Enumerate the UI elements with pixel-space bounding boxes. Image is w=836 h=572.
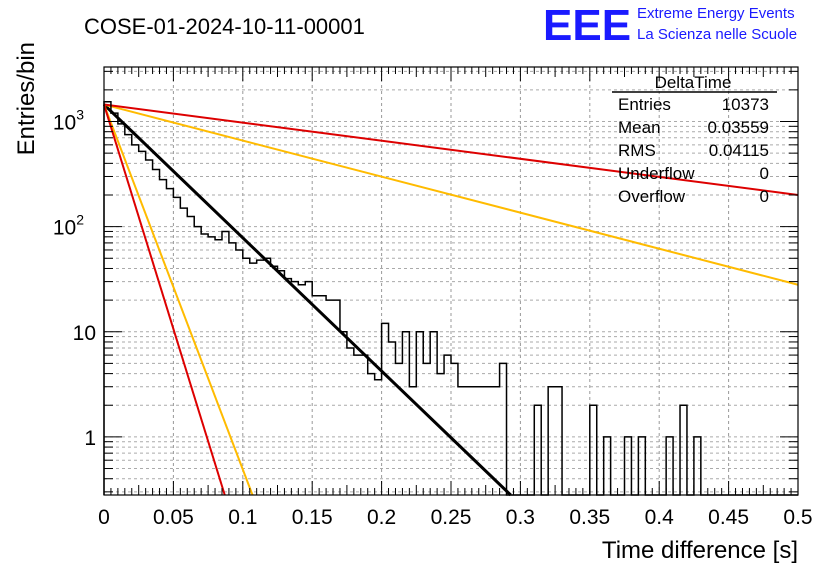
x-tick-labels: 0 0.05 0.1 0.15 0.2 0.25 0.3 0.35 0.4 0.45 0.5: [98, 506, 812, 529]
axis-ticks: [103, 67, 799, 495]
logo-line-2: La Scienza nelle Scuole: [637, 26, 797, 43]
stats-box: DeltaTime Entries 10373 Mean 0.03559 RMS 0.04…: [612, 73, 777, 206]
fit-curves: [102, 103, 799, 497]
x-tick-label: 0.1: [228, 506, 257, 529]
stats-label: Overflow: [618, 187, 686, 206]
x-tick-label: 0.35: [569, 506, 610, 529]
histogram-series: [103, 101, 798, 496]
fit-line-3: [103, 103, 799, 196]
fit-line-4: [103, 104, 226, 496]
grid: [104, 67, 798, 495]
x-tick-label: 0.45: [708, 506, 749, 529]
y-tick-label: 1: [84, 427, 96, 450]
fit-line-1: [103, 103, 799, 286]
x-axis-label: Time difference [s]: [602, 537, 798, 564]
x-tick-label: 0.15: [292, 506, 333, 529]
logo-line-1: Extreme Energy Events: [637, 5, 795, 22]
y-tick-label: 10: [73, 322, 96, 345]
x-tick-label: 0.5: [783, 506, 812, 529]
x-tick-label: 0.25: [431, 506, 472, 529]
stats-value: 0: [760, 187, 769, 206]
stats-title: DeltaTime: [655, 73, 732, 92]
x-tick-label: 0: [98, 506, 110, 529]
stats-value: 10373: [722, 95, 769, 114]
histogram-outline: [103, 101, 798, 496]
stats-value: 0.04115: [709, 141, 769, 160]
x-tick-label: 0.3: [506, 506, 535, 529]
x-tick-label: 0.4: [645, 506, 675, 529]
x-tick-label: 0.05: [153, 506, 194, 529]
stats-label: Entries: [618, 95, 671, 114]
y-tick-label: 102: [53, 212, 84, 240]
y-axis-label: Entries/bin: [13, 42, 40, 155]
logo-mark: EEE: [543, 1, 631, 50]
stats-rows: Entries 10373 Mean 0.03559 RMS 0.04115 Underfl…: [618, 95, 769, 206]
stats-value: 0.03559: [708, 118, 769, 137]
stats-value: 0: [760, 164, 769, 183]
x-tick-label: 0.2: [367, 506, 396, 529]
fit-line-2: [103, 104, 254, 496]
stats-label: RMS: [618, 141, 656, 160]
fit-line-0: [102, 103, 512, 497]
y-tick-labels: 1 10 102 103: [53, 107, 96, 450]
chart-title: COSE-01-2024-10-11-00001: [84, 14, 365, 39]
eee-logo: EEE Extreme Energy Events La Scienza nel…: [543, 1, 797, 50]
stats-label: Underflow: [618, 164, 695, 183]
stats-label: Mean: [618, 118, 661, 137]
y-tick-label: 103: [53, 107, 84, 135]
